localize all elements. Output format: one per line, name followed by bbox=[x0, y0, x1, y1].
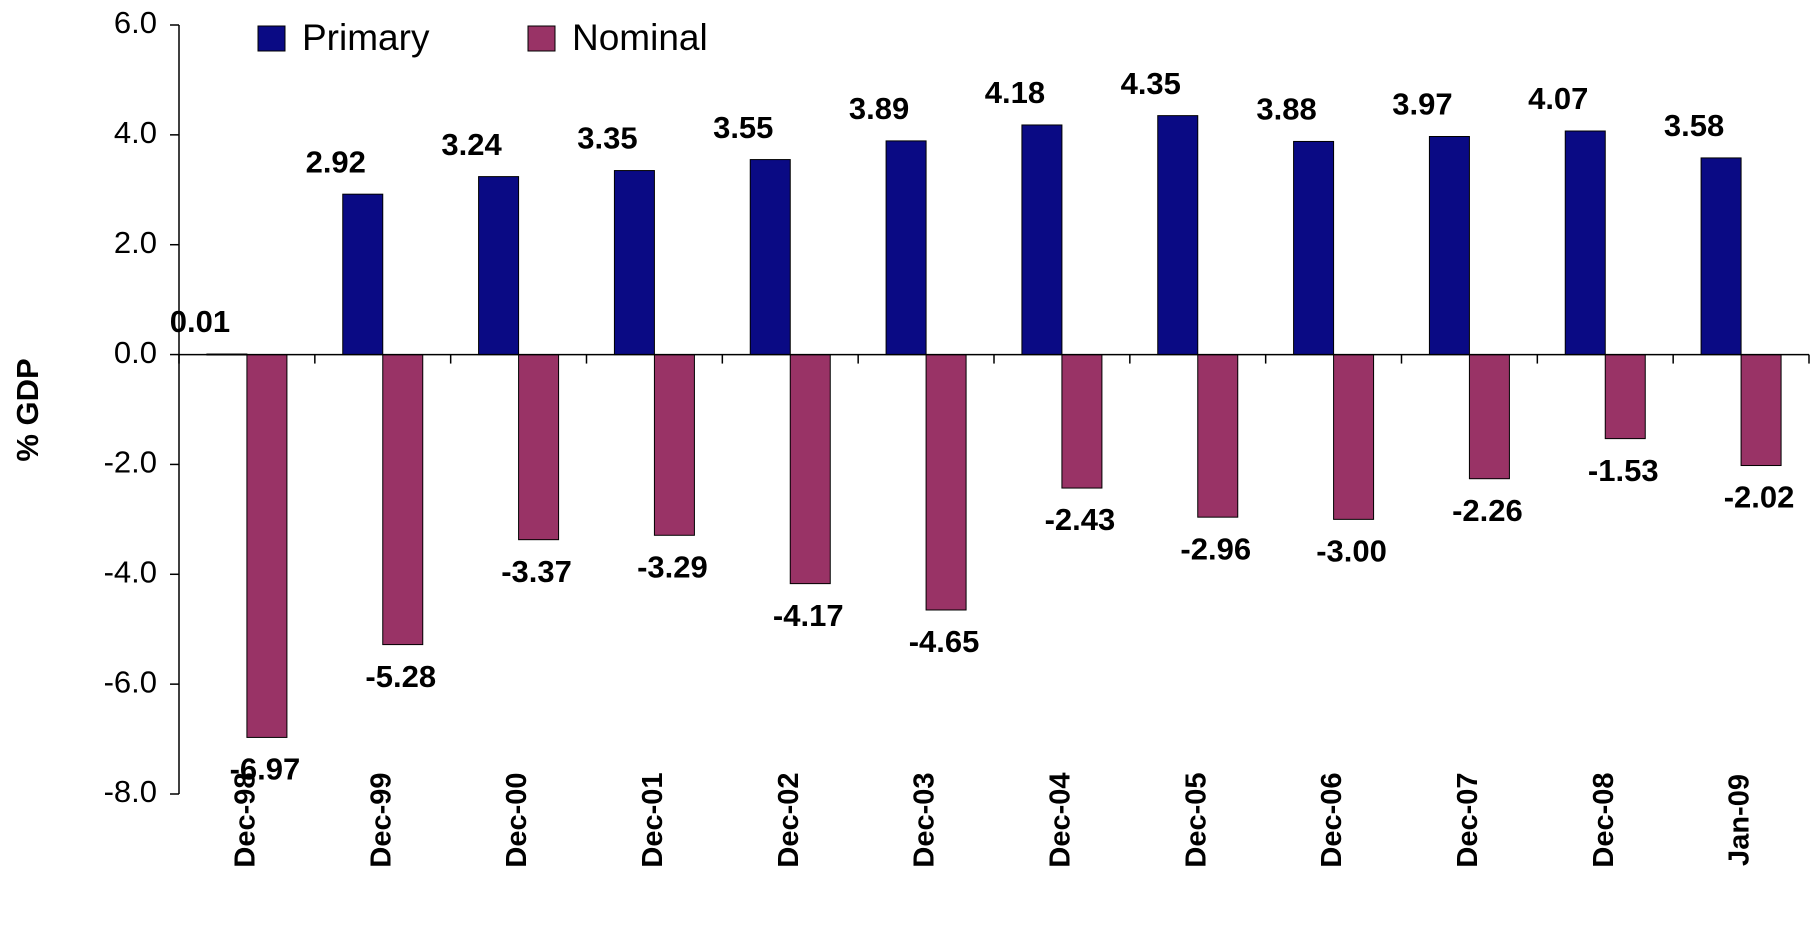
x-tick-label: Dec-98 bbox=[230, 772, 262, 867]
bar bbox=[925, 354, 967, 611]
x-tick-label: Dec-07 bbox=[1452, 772, 1484, 867]
data-label: 3.24 bbox=[441, 127, 502, 162]
bar bbox=[246, 354, 288, 738]
data-label: -5.28 bbox=[365, 659, 436, 694]
data-label: 3.55 bbox=[713, 110, 773, 145]
x-tick-label: Jan-09 bbox=[1724, 774, 1756, 866]
data-label: 2.92 bbox=[306, 144, 366, 179]
legend-swatch bbox=[527, 25, 556, 52]
y-tick-label: 0.0 bbox=[114, 335, 157, 370]
data-label: -4.17 bbox=[773, 598, 844, 633]
bar bbox=[1293, 140, 1335, 356]
x-tick-label: Dec-06 bbox=[1316, 772, 1348, 867]
data-label: 4.07 bbox=[1528, 81, 1588, 116]
y-tick-label: -4.0 bbox=[104, 554, 157, 589]
data-label: 4.35 bbox=[1121, 66, 1181, 101]
data-label: 3.58 bbox=[1664, 108, 1724, 143]
bar bbox=[382, 354, 424, 646]
bar bbox=[1021, 124, 1063, 356]
y-tick-label: 4.0 bbox=[114, 115, 157, 150]
bar bbox=[1157, 115, 1199, 356]
x-tick-label: Dec-99 bbox=[365, 772, 397, 867]
bar bbox=[1740, 354, 1782, 467]
bar bbox=[1333, 354, 1375, 520]
data-label: 4.18 bbox=[985, 75, 1045, 110]
data-label: -2.02 bbox=[1724, 480, 1795, 515]
bar bbox=[749, 159, 791, 356]
y-tick-label: 2.0 bbox=[114, 225, 157, 260]
y-tick-label: -6.0 bbox=[104, 664, 157, 699]
y-axis-label: % GDP bbox=[10, 358, 45, 461]
bar bbox=[1468, 354, 1510, 480]
bar bbox=[518, 354, 560, 541]
data-label: -6.97 bbox=[230, 752, 301, 787]
data-label: -3.37 bbox=[501, 554, 572, 589]
bar bbox=[342, 193, 384, 356]
data-label: 3.88 bbox=[1256, 92, 1316, 127]
bar bbox=[1604, 354, 1646, 440]
legend-label: Primary bbox=[302, 17, 430, 58]
x-tick-label: Dec-05 bbox=[1180, 772, 1212, 867]
y-tick-label: -2.0 bbox=[104, 445, 157, 480]
data-label: -3.00 bbox=[1316, 534, 1387, 569]
x-tick-label: Dec-08 bbox=[1588, 772, 1620, 867]
data-label: 3.97 bbox=[1392, 87, 1452, 122]
x-tick-label: Dec-03 bbox=[909, 772, 941, 867]
x-tick-label: Dec-02 bbox=[773, 772, 805, 867]
x-tick-label: Dec-00 bbox=[501, 772, 533, 867]
x-tick-label: Dec-04 bbox=[1045, 772, 1077, 867]
bar bbox=[1197, 354, 1239, 518]
data-label: -2.43 bbox=[1045, 502, 1116, 537]
data-label: -2.96 bbox=[1180, 531, 1251, 566]
bar bbox=[1061, 354, 1103, 489]
legend-swatch bbox=[257, 25, 286, 52]
bar bbox=[885, 140, 927, 356]
data-label: -2.26 bbox=[1452, 493, 1523, 528]
x-tick-label: Dec-01 bbox=[637, 772, 669, 867]
y-tick-label: -8.0 bbox=[104, 774, 157, 809]
data-label: 3.35 bbox=[577, 121, 637, 156]
data-label: 0.01 bbox=[170, 304, 230, 339]
bar bbox=[653, 354, 695, 536]
legend-label: Nominal bbox=[572, 17, 708, 58]
data-label: 3.89 bbox=[849, 91, 909, 126]
data-label: -3.29 bbox=[637, 549, 708, 584]
bar bbox=[613, 170, 655, 356]
bar bbox=[478, 176, 520, 356]
bar bbox=[789, 354, 831, 585]
data-label: -4.65 bbox=[909, 624, 980, 659]
bar bbox=[1564, 130, 1606, 356]
y-tick-label: 6.0 bbox=[114, 5, 157, 40]
bar bbox=[1700, 157, 1742, 356]
bar bbox=[1428, 136, 1470, 356]
data-label: -1.53 bbox=[1588, 453, 1659, 488]
